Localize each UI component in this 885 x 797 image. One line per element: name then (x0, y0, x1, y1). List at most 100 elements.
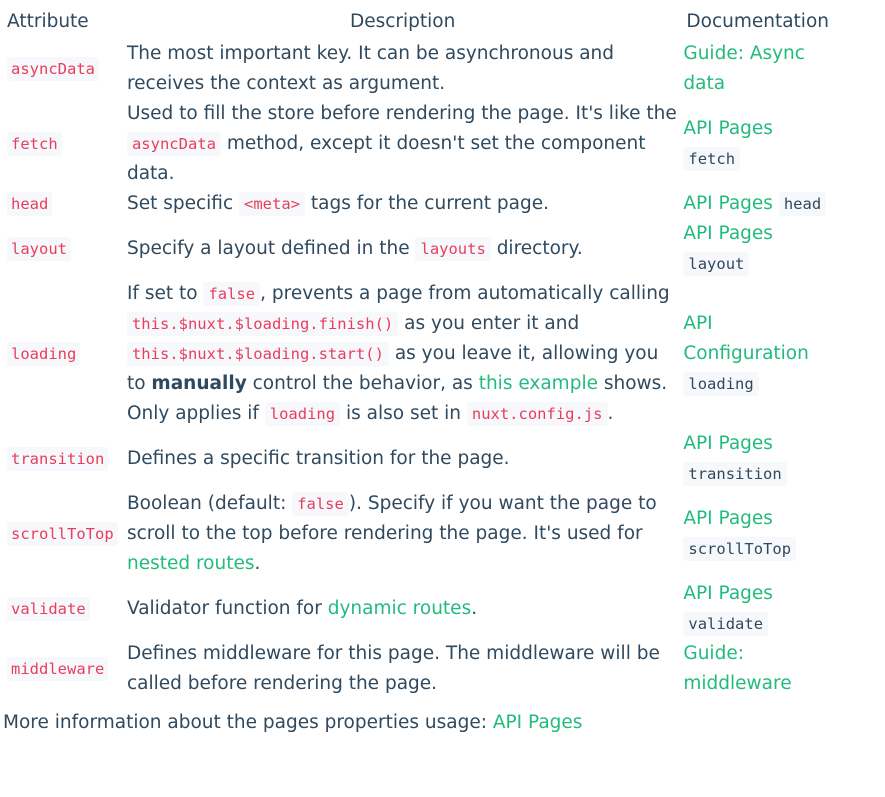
doc-link[interactable]: API Pages (683, 508, 773, 529)
inline-code: head (778, 192, 827, 216)
inline-code: false (203, 282, 261, 306)
text-segment: as you enter it and (398, 313, 580, 334)
text-segment: . (471, 598, 478, 619)
description-cell: If set to false, prevents a page from au… (123, 279, 682, 429)
text-segment: , prevents a page from automatically cal… (260, 283, 670, 304)
text-segment: Set specific (126, 193, 240, 214)
documentation-cell: API Pages head (682, 189, 833, 219)
text-segment: Validator function for (126, 598, 328, 619)
text-segment: . (607, 403, 614, 424)
text-segment: Specify a layout defined in the (126, 238, 416, 259)
attribute-name: layout (7, 237, 71, 261)
inline-code: layouts (415, 237, 491, 261)
description-cell: Defines a specific transition for the pa… (123, 429, 682, 489)
table-row: asyncData The most important key. It can … (3, 39, 833, 99)
text-segment: . (254, 553, 261, 574)
attribute-cell: head (3, 189, 123, 219)
doc-link[interactable]: Guide: middleware (683, 643, 792, 694)
table-row: loading If set to false, prevents a page … (3, 279, 833, 429)
documentation-cell: API Pages transition (682, 429, 833, 489)
text-segment: method, except it doesn't set the compon… (126, 133, 646, 184)
text-segment: Defines middleware for this page. The mi… (126, 643, 660, 694)
doc-link[interactable]: API Pages (683, 223, 773, 244)
attribute-cell: fetch (3, 99, 123, 189)
inline-code: false (292, 492, 349, 516)
text-segment: tags for the current page. (305, 193, 550, 214)
attribute-name: validate (7, 597, 90, 621)
table-header-row: Attribute Description Documentation (3, 7, 833, 39)
header-documentation: Documentation (686, 11, 829, 32)
inline-code: scrollToTop (683, 537, 797, 561)
more-info: More information about the pages propert… (3, 708, 885, 738)
attribute-cell: scrollToTop (3, 489, 123, 579)
inline-code: this.$nuxt.$loading.finish() (126, 312, 399, 336)
inline-code: nuxt.config.js (466, 402, 608, 426)
documentation-cell: Guide: Async data (682, 39, 833, 99)
more-info-link[interactable]: API Pages (492, 712, 583, 733)
attribute-name: asyncData (7, 57, 99, 81)
header-attribute: Attribute (7, 11, 89, 32)
text-segment: control the behavior, as (246, 373, 479, 394)
doc-link[interactable]: API Pages (683, 433, 773, 454)
inline-code: loading (264, 402, 341, 426)
inline-code: <meta> (239, 192, 306, 216)
description-cell: Boolean (default: false). Specify if you… (123, 489, 682, 579)
properties-table: Attribute Description Documentation asyn… (3, 7, 833, 699)
table-row: head Set specific <meta> tags for the cur… (3, 189, 833, 219)
inline-code: loading (683, 372, 759, 396)
doc-link[interactable]: API Pages (683, 193, 773, 214)
inline-code: layout (683, 252, 750, 276)
attribute-name: middleware (7, 657, 109, 681)
attribute-name: loading (7, 342, 81, 366)
table-row: validate Validator function for dynamic r… (3, 579, 833, 639)
documentation-cell: API Pages scrollToTop (682, 489, 833, 579)
documentation-cell: API Pages layout (682, 219, 833, 279)
inline-code: fetch (683, 147, 741, 171)
doc-link[interactable]: API Pages (683, 118, 773, 139)
inline-code: asyncData (126, 132, 221, 156)
description-cell: Validator function for dynamic routes. (123, 579, 682, 639)
attribute-cell: middleware (3, 639, 123, 699)
doc-link[interactable]: nested routes (126, 553, 255, 574)
doc-link[interactable]: Guide: Async data (683, 43, 805, 94)
table-row: scrollToTop Boolean (default: false). Spe… (3, 489, 833, 579)
bold-text: manually (151, 373, 247, 394)
attribute-cell: transition (3, 429, 123, 489)
inline-code: transition (683, 462, 787, 486)
doc-link[interactable]: this example (478, 373, 598, 394)
table-row: layout Specify a layout defined in the la… (3, 219, 833, 279)
description-cell: Set specific <meta> tags for the current… (123, 189, 682, 219)
documentation-cell: API Configuration loading (682, 279, 833, 429)
attribute-cell: layout (3, 219, 123, 279)
text-segment: directory. (490, 238, 583, 259)
inline-code: this.$nuxt.$loading.start() (126, 342, 389, 366)
text-segment: is also set in (340, 403, 467, 424)
attribute-cell: validate (3, 579, 123, 639)
table-row: fetch Used to fill the store before rende… (3, 99, 833, 189)
attribute-name: fetch (7, 132, 62, 156)
text-segment: Boolean (default: (126, 493, 293, 514)
doc-link[interactable]: dynamic routes (327, 598, 472, 619)
table-row: middleware Defines middleware for this pa… (3, 639, 833, 699)
documentation-cell: API Pages fetch (682, 99, 833, 189)
attribute-name: scrollToTop (7, 522, 118, 546)
text-segment: Used to fill the store before rendering … (126, 103, 677, 124)
attribute-cell: loading (3, 279, 123, 429)
inline-code: validate (683, 612, 769, 636)
description-cell: Defines middleware for this page. The mi… (123, 639, 682, 699)
description-cell: The most important key. It can be asynch… (123, 39, 682, 99)
text-segment: Defines a specific transition for the pa… (126, 448, 510, 469)
text-segment: as you leave it, allowing you to (126, 343, 659, 394)
text-segment: ). Specify if you want the page to scrol… (126, 493, 657, 544)
description-cell: Specify a layout defined in the layouts … (123, 219, 682, 279)
doc-link[interactable]: API Configuration (683, 313, 809, 364)
doc-link[interactable]: API Pages (683, 583, 773, 604)
documentation-cell: Guide: middleware (682, 639, 833, 699)
text-segment: shows. Only applies if (126, 373, 668, 424)
attribute-name: transition (7, 447, 109, 471)
more-info-text: More information about the pages propert… (3, 712, 493, 733)
attribute-name: head (7, 192, 53, 216)
description-cell: Used to fill the store before rendering … (123, 99, 682, 189)
content: Attribute Description Documentation asyn… (0, 7, 885, 738)
text-segment: The most important key. It can be asynch… (126, 43, 615, 94)
